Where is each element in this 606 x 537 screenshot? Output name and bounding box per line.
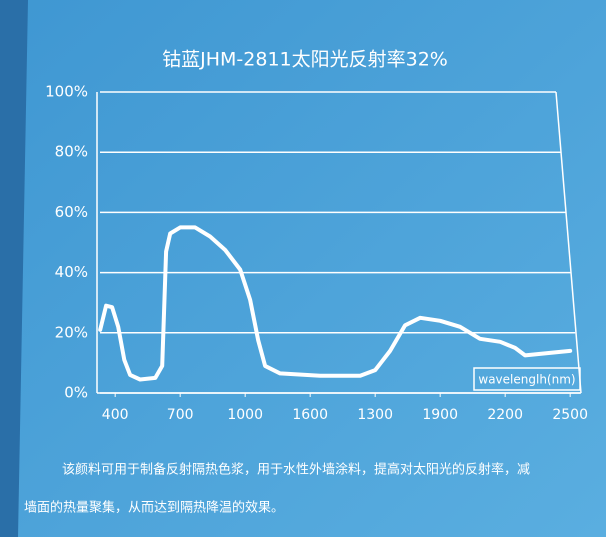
x-tick-label: 1000 [227,407,263,423]
y-tick-label: 40% [55,263,88,281]
y-tick-label: 60% [55,203,88,221]
x-tick-label: 1300 [357,407,393,423]
right-axis [555,91,582,394]
annotation: wavelenglh(nm) [478,373,575,387]
x-tick-label: 700 [167,407,194,423]
edge-shadow [0,0,28,537]
description-line: 墙面的热量聚集，从而达到隔热降温的效果。 [24,500,284,516]
x-tick-label: 1600 [292,407,328,423]
y-tick-label: 20% [55,323,88,341]
data-line [98,225,573,382]
x-tick-label: 400 [102,407,129,423]
x-tick-label: 2200 [487,407,523,423]
y-tick-label: 100% [45,83,88,101]
description-line: 该颜料可用于制备反射隔热色浆，用于水性外墙涂料，提高对太阳光的反射率，减 [62,462,530,478]
x-tick-label: 1900 [422,407,458,423]
chart-title: 钴蓝JHM-2811太阳光反射率32% [162,49,448,71]
y-tick-label: 80% [55,143,88,161]
x-tick-label: 2500 [552,407,588,423]
y-tick-label: 0% [64,384,88,402]
